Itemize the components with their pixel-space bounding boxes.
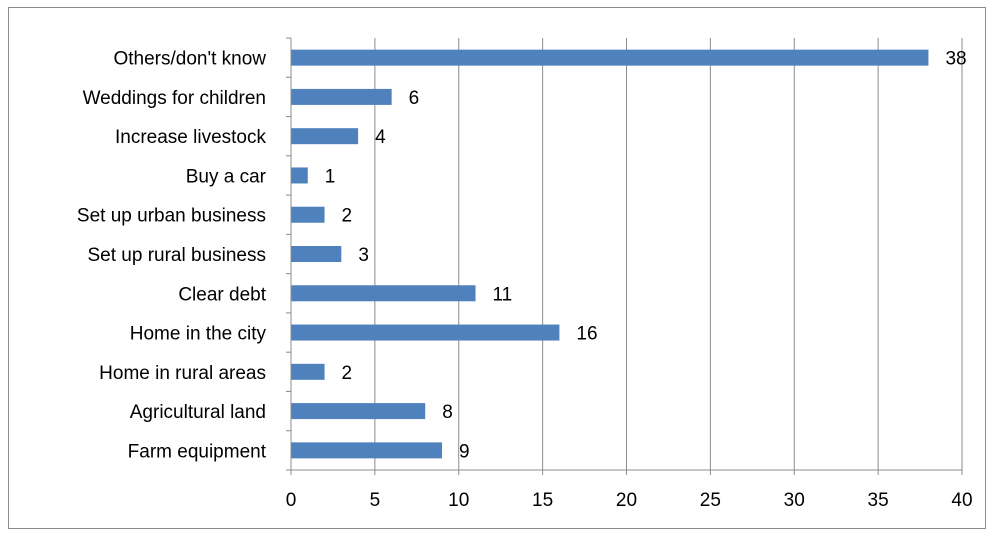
data-label-clear-debt: 11 [493,284,513,305]
category-label-set-up-urban-business: Set up urban business [77,206,266,227]
data-label-farm-equipment: 9 [459,441,470,462]
category-label-clear-debt: Clear debt [178,284,266,305]
data-label-weddings-for-children: 6 [409,88,420,109]
bar-weddings-for-children [291,88,392,105]
x-tick-label-0: 0 [286,490,297,511]
data-label-set-up-rural-business: 3 [358,245,369,266]
bar-buy-a-car [291,167,308,184]
bar-farm-equipment [291,442,442,459]
bars [291,49,929,459]
data-label-home-in-rural-areas: 2 [342,363,353,384]
category-label-set-up-rural-business: Set up rural business [88,245,267,266]
bar-home-in-the-city [291,324,560,341]
data-label-increase-livestock: 4 [375,127,386,148]
category-label-farm-equipment: Farm equipment [128,441,267,462]
labels: 0 5 10 15 20 25 30 35 40 Farm equipment 9 Agricultu… [77,49,973,511]
chart-frame [8,7,986,529]
bar-set-up-rural-business [291,246,342,262]
x-tick-label-35: 35 [868,490,889,511]
category-label-home-in-rural-areas: Home in rural areas [99,363,266,384]
data-label-set-up-urban-business: 2 [342,206,353,227]
axes [286,37,963,475]
bar-clear-debt [291,285,476,302]
category-label-home-in-the-city: Home in the city [130,324,267,345]
category-label-others-don-t-know: Others/don't know [113,49,266,70]
x-tick-label-30: 30 [784,490,805,511]
x-tick-label-15: 15 [532,490,553,511]
x-tick-label-40: 40 [951,490,972,511]
bar-home-in-rural-areas [291,363,325,380]
data-label-home-in-the-city: 16 [576,324,597,345]
category-label-agricultural-land: Agricultural land [130,402,266,423]
category-label-weddings-for-children: Weddings for children [83,88,266,109]
bar-increase-livestock [291,128,359,145]
x-tick-label-20: 20 [616,490,637,511]
x-tick-label-25: 25 [700,490,721,511]
bar-set-up-urban-business [291,206,325,223]
gridlines [374,38,963,470]
bar-others-don-t-know [291,49,929,66]
x-tick-label-5: 5 [370,490,381,511]
data-label-others-don-t-know: 38 [945,49,966,70]
data-label-agricultural-land: 8 [442,402,453,423]
x-tick-label-10: 10 [448,490,469,511]
data-label-buy-a-car: 1 [325,166,336,187]
category-label-increase-livestock: Increase livestock [115,127,267,148]
bar-agricultural-land [291,403,426,420]
category-label-buy-a-car: Buy a car [186,166,267,187]
